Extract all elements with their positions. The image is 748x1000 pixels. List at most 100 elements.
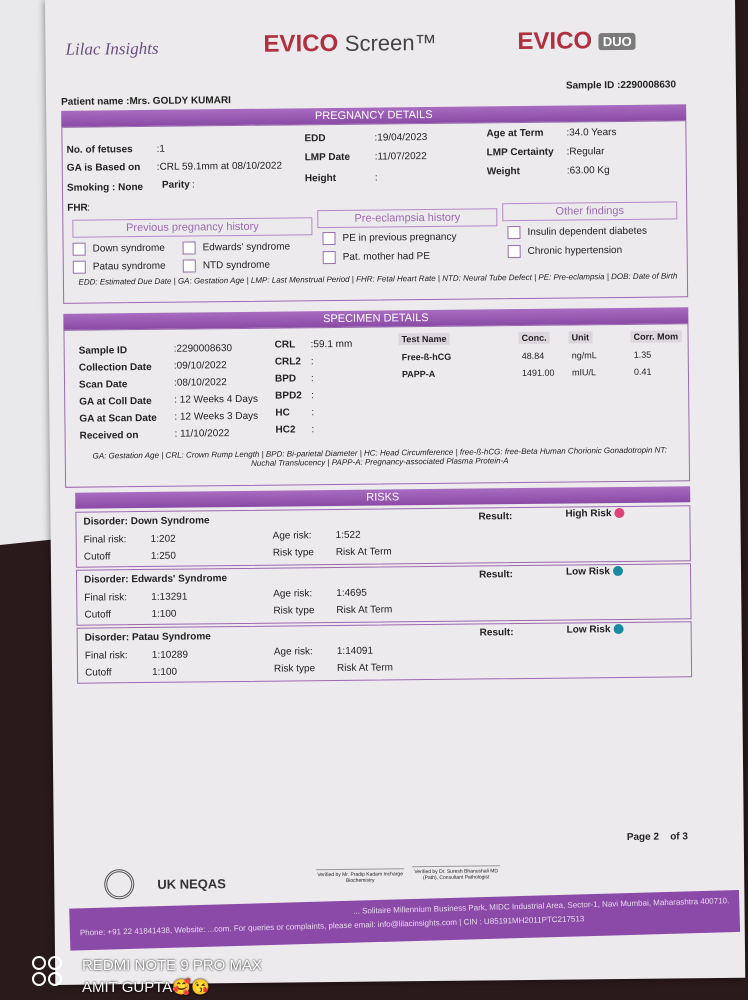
report-page: Lilac Insights EVICO Screen™ EVICO DUO P… [45, 0, 746, 985]
specimen-label: Sample ID [78, 345, 128, 357]
logo-text: EVICO [517, 27, 593, 56]
specimen-value: :2290008630 [173, 343, 233, 355]
verifier-1: Verified by Mr. Pradip Kadam Incharge Bi… [316, 868, 405, 885]
final-risk-value: 1:13291 [151, 591, 188, 603]
checkbox[interactable] [507, 226, 521, 240]
table-header: Conc. [518, 331, 550, 345]
risk-type-value: Risk At Term [336, 604, 393, 616]
specimen-value: : [311, 407, 315, 419]
sample-id: Sample ID :2290008630 [566, 79, 676, 91]
specimen-label: BPD2 [275, 390, 302, 402]
result-label: Result: [478, 569, 514, 581]
checkbox-label: PE in previous pregnancy [342, 231, 457, 244]
final-risk-label: Final risk: [84, 592, 128, 604]
specimen-value: : 12 Weeks 4 Days [174, 393, 259, 406]
specimen-value: : [310, 356, 314, 368]
result-text: Low Risk [566, 624, 611, 636]
pregnancy-field-label: Parity [161, 179, 190, 191]
specimen-value: : [311, 390, 314, 402]
value: 2290008630 [620, 79, 677, 91]
disorder-name: Disorder: Down Syndrome [83, 515, 210, 528]
page-label: Page 2 [626, 831, 660, 843]
specimen-value: : 11/10/2022 [174, 428, 230, 440]
pregnancy-field-label: No. of fetuses [66, 144, 133, 156]
pregnancy-field-value: :11/07/2022 [374, 151, 427, 163]
checkbox[interactable] [72, 242, 86, 256]
result-label: Result: [478, 511, 513, 523]
checkbox-label: Edwards' syndrome [202, 241, 291, 254]
checkbox-label: NTD syndrome [202, 259, 271, 272]
age-risk-label: Age risk: [273, 588, 313, 600]
specimen-value: : 12 Weeks 3 Days [174, 410, 259, 423]
specimen-label: Received on [79, 430, 139, 442]
risk-type-label: Risk type [273, 663, 316, 675]
specimen-label: HC2 [275, 424, 296, 436]
pregnancy-field-value: : [191, 179, 195, 191]
logo-suffix: Screen™ [344, 29, 437, 56]
pregnancy-field-value: : [87, 202, 91, 214]
specimen-value: : [311, 424, 315, 436]
evico-screen-logo: EVICO Screen™ [263, 29, 436, 59]
specimen-value: :09/10/2022 [173, 360, 227, 372]
specimen-label: BPD [274, 373, 297, 385]
table-cell: PAPP-A [401, 368, 436, 380]
patient-name: Patient name :Mrs. GOLDY KUMARI [61, 95, 231, 108]
pregnancy-field-label: LMP Certainty [486, 146, 554, 159]
pregnancy-field-label: FHR [67, 202, 88, 214]
result-text: High Risk [565, 508, 612, 520]
checkbox-label: Down syndrome [92, 242, 165, 255]
pregnancy-field-label: LMP Date [304, 151, 351, 164]
table-cell: 1491.00 [521, 367, 555, 379]
value: Mrs. GOLDY KUMARI [129, 95, 231, 108]
final-risk-label: Final risk: [84, 650, 128, 662]
disorder-name: Disorder: Edwards' Syndrome [84, 573, 228, 586]
specimen-label: CRL2 [274, 356, 301, 368]
checkbox[interactable] [72, 260, 86, 274]
age-risk-label: Age risk: [272, 530, 312, 542]
risk-indicator-icon [613, 624, 624, 635]
specimen-label: Scan Date [78, 379, 128, 391]
age-risk-value: 1:522 [335, 529, 361, 541]
specimen-label: GA at Coll Date [79, 395, 152, 408]
checkbox[interactable] [182, 241, 196, 255]
pregnancy-field-value: :63.00 Kg [566, 165, 610, 177]
cutoff-label: Cutoff [83, 551, 111, 563]
page-total: of 3 [670, 831, 689, 843]
table-cell: 0.41 [633, 366, 652, 377]
risk-type-label: Risk type [273, 605, 315, 617]
previous-history-title: Previous pregnancy history [72, 217, 313, 238]
pregnancy-field-value: :CRL 59.1mm at 08/10/2022 [156, 160, 283, 173]
checkbox[interactable] [322, 250, 336, 265]
pregnancy-field-label: GA is Based on [66, 162, 141, 174]
cutoff-value: 1:100 [151, 666, 178, 678]
other-findings-title: Other findings [502, 201, 678, 222]
pregnancy-field-label: Age at Term [486, 127, 544, 140]
checkbox[interactable] [182, 259, 196, 273]
specimen-label: HC [275, 407, 290, 419]
age-risk-label: Age risk: [273, 646, 313, 658]
specimen-label: GA at Scan Date [79, 412, 157, 425]
disorder-name: Disorder: Patau Syndrome [84, 631, 211, 644]
pregnancy-field-value: :34.0 Years [566, 127, 617, 139]
uk-neqas-logo: UK NEQAS [157, 876, 226, 892]
specimen-value: : [310, 373, 314, 385]
watermark-author: AMIT GUPTA🥰😘 [82, 979, 210, 996]
table-header: Test Name [398, 332, 450, 346]
pregnancy-field-value: :19/04/2023 [374, 132, 428, 144]
checkbox[interactable] [322, 231, 336, 246]
final-risk-value: 1:10289 [151, 649, 189, 661]
watermark-device: REDMI NOTE 9 PRO MAX [82, 957, 263, 974]
result-value: Low Risk [566, 566, 623, 578]
pregnancy-field-label: Weight [486, 166, 521, 178]
result-label: Result: [479, 627, 514, 639]
result-value: High Risk [565, 508, 625, 520]
table-cell: 1.35 [633, 349, 652, 360]
camera-watermark-icon [32, 956, 68, 992]
evico-duo-logo: EVICO DUO [517, 27, 636, 56]
pregnancy-field-value: :Regular [566, 146, 605, 158]
checkbox-label: Insulin dependent diabetes [527, 225, 648, 238]
checkbox[interactable] [507, 245, 521, 259]
risk-type-value: Risk At Term [335, 546, 392, 558]
final-risk-label: Final risk: [83, 534, 127, 546]
footer-band: ... Solitaire Millennium Business Park, … [69, 889, 741, 951]
